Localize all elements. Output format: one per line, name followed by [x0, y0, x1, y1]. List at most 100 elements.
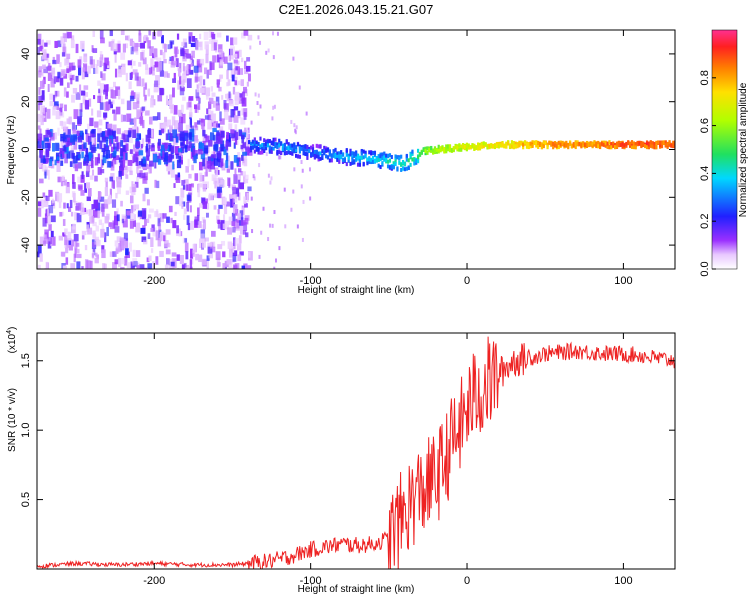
- heatmap-cell: [165, 258, 170, 266]
- heatmap-cell: [223, 109, 229, 120]
- heatmap-cell: [237, 110, 241, 116]
- heatmap-cell: [377, 154, 380, 159]
- heatmap-cell: [75, 92, 81, 100]
- heatmap-cell: [187, 64, 191, 73]
- heatmap-cell: [190, 42, 196, 48]
- heatmap-cell: [76, 248, 80, 254]
- heatmap-cell: [309, 196, 312, 201]
- heatmap-cell: [195, 89, 200, 99]
- heatmap-cell: [142, 156, 146, 164]
- heatmap-cell: [95, 63, 98, 74]
- heatmap-cell: [42, 192, 46, 198]
- heatmap-cell: [132, 118, 136, 123]
- heatmap-cell: [81, 140, 85, 147]
- heatmap-cell: [62, 46, 67, 57]
- heatmap-cell: [155, 256, 159, 265]
- heatmap-cell: [147, 214, 152, 219]
- heatmap-cell: [270, 146, 273, 151]
- heatmap-cell: [249, 45, 252, 50]
- heatmap-cell: [144, 83, 147, 90]
- heatmap-cell: [142, 119, 145, 129]
- heatmap-cell: [202, 157, 205, 167]
- heatmap-cell: [215, 168, 219, 177]
- heatmap-cell: [52, 142, 55, 152]
- snr-xlabel: Height of straight line (km): [298, 584, 415, 595]
- heatmap-cell: [83, 92, 89, 97]
- heatmap-cell: [456, 145, 459, 150]
- heatmap-cell: [239, 68, 244, 75]
- heatmap-cell: [261, 147, 264, 152]
- heatmap-cell: [152, 66, 155, 76]
- heatmap-cell: [435, 147, 438, 152]
- heatmap-cell: [120, 266, 125, 269]
- heatmap-cell: [46, 149, 50, 158]
- svg-text:(x104): (x104): [6, 327, 18, 354]
- heatmap-cell: [185, 166, 189, 173]
- heatmap-cell: [291, 149, 294, 154]
- heatmap-cell: [258, 163, 261, 168]
- y-tick-label: -20: [20, 189, 32, 205]
- heatmap-cell: [164, 142, 169, 149]
- heatmap-cell: [55, 142, 60, 152]
- heatmap-cell: [186, 53, 191, 59]
- heatmap-cell: [441, 145, 444, 150]
- heatmap-cell: [187, 222, 191, 231]
- heatmap-cell: [373, 150, 377, 155]
- heatmap-cell: [182, 96, 186, 101]
- heatmap-cell: [529, 144, 532, 149]
- heatmap-cell: [66, 53, 71, 60]
- heatmap-cell: [70, 134, 74, 143]
- heatmap-cell: [130, 46, 134, 55]
- heatmap-cell: [326, 147, 330, 152]
- heatmap-cell: [176, 33, 180, 40]
- heatmap-cell: [392, 161, 395, 166]
- heatmap-cell: [405, 153, 408, 158]
- heatmap-cell: [505, 141, 508, 146]
- heatmap-cell: [192, 35, 196, 42]
- heatmap-cell: [381, 161, 384, 166]
- heatmap-cell: [135, 222, 141, 233]
- heatmap-cell: [243, 86, 247, 94]
- heatmap-cell: [49, 156, 54, 162]
- heatmap-cell: [217, 186, 223, 193]
- heatmap-cell: [356, 162, 360, 167]
- heatmap-cell: [328, 158, 331, 163]
- heatmap-cell: [80, 190, 85, 196]
- heatmap-cell: [313, 154, 316, 159]
- heatmap-cell: [204, 198, 209, 205]
- heatmap-cell: [105, 139, 108, 148]
- heatmap-cell: [217, 219, 221, 225]
- heatmap-cell: [112, 251, 117, 257]
- heatmap-cell: [518, 140, 521, 145]
- heatmap-cell: [398, 160, 401, 165]
- heatmap-cell: [71, 35, 75, 41]
- heatmap-cell: [492, 144, 495, 149]
- heatmap-cell: [58, 201, 62, 209]
- heatmap-cell: [196, 120, 201, 125]
- heatmap-cell: [213, 205, 217, 210]
- heatmap-cell: [159, 250, 164, 257]
- heatmap-cell: [437, 147, 440, 152]
- heatmap-cell: [317, 157, 320, 162]
- heatmap-cell: [135, 141, 141, 148]
- heatmap-cell: [57, 193, 63, 203]
- heatmap-cell: [179, 155, 183, 164]
- heatmap-cell: [567, 145, 570, 150]
- heatmap-cell: [247, 186, 252, 192]
- heatmap-cell: [99, 140, 103, 150]
- heatmap-cell: [37, 103, 40, 111]
- heatmap-cell: [270, 176, 273, 181]
- heatmap-cell: [559, 142, 562, 147]
- heatmap-cell: [120, 140, 124, 147]
- heatmap-cell: [163, 71, 169, 78]
- heatmap-cell: [527, 145, 530, 150]
- heatmap-cell: [188, 36, 192, 44]
- heatmap-cell: [232, 255, 237, 262]
- heatmap-cell: [203, 157, 208, 167]
- heatmap-cell: [208, 139, 213, 147]
- heatmap-cell: [238, 129, 243, 137]
- heatmap-cell: [71, 154, 75, 164]
- heatmap-cell: [137, 150, 142, 161]
- heatmap-cell: [102, 131, 106, 138]
- heatmap-cell: [46, 108, 51, 119]
